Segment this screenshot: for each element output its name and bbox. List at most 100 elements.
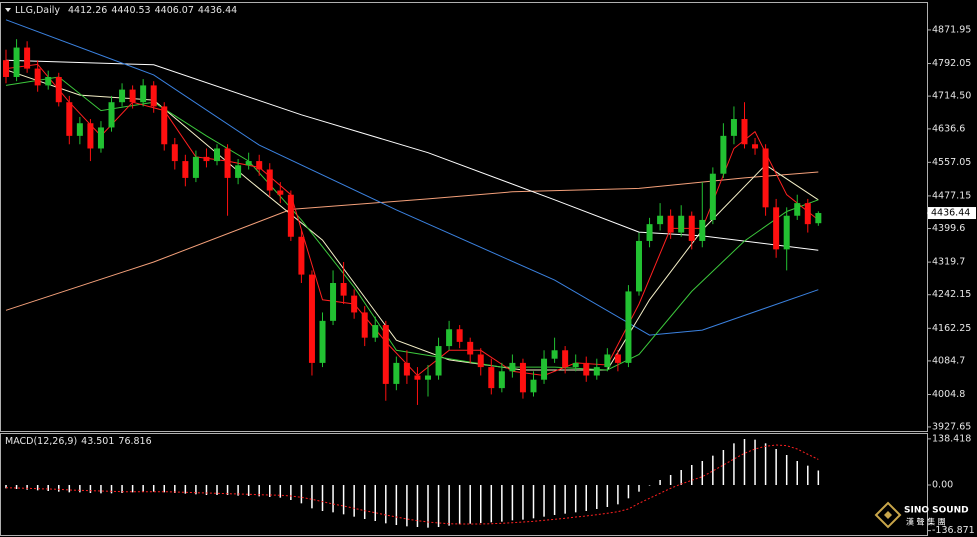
macd-bar: [269, 485, 271, 497]
candle-body: [804, 203, 811, 225]
macd-bar: [427, 485, 429, 528]
candle-body: [635, 240, 642, 292]
candle-body: [235, 165, 242, 178]
candle-body: [382, 325, 389, 384]
candle-body: [741, 119, 748, 145]
macd-bar: [395, 485, 398, 525]
high-value: 4440.53: [111, 5, 150, 16]
macd-bar: [543, 485, 545, 517]
candle-body: [161, 106, 168, 145]
macd-bar: [511, 485, 514, 521]
candle-body: [709, 173, 716, 220]
candle-body: [794, 203, 801, 216]
candle-body: [203, 156, 210, 162]
candle-body: [351, 295, 358, 313]
macd-bar: [247, 485, 250, 496]
macd-bar: [785, 455, 788, 485]
main-frame: [0, 2, 928, 432]
macd-bar: [406, 485, 408, 527]
symbol: LLG,Daily: [15, 5, 60, 16]
macd-bar: [638, 485, 640, 492]
candle-body: [688, 215, 695, 241]
moving-average-line: [5, 171, 819, 311]
candle-body: [425, 375, 432, 380]
macd-header: MACD(12,26,9) 43.501 76.816: [5, 436, 152, 447]
macd-bar: [311, 485, 313, 509]
candle-body: [583, 362, 590, 376]
candle-body: [140, 85, 147, 103]
macd-bar: [195, 485, 197, 495]
candle-body: [730, 119, 737, 136]
macd-bar: [321, 485, 324, 511]
moving-average-line: [5, 76, 819, 371]
macd-bar: [290, 485, 292, 500]
candle-body: [224, 148, 231, 178]
macd-bar: [775, 449, 777, 485]
y-tick-label: 138.418: [932, 433, 971, 444]
y-tick-label: -136.871: [932, 525, 975, 536]
macd-bar: [522, 485, 524, 520]
candle-body: [625, 291, 632, 363]
macd-bar: [5, 485, 7, 489]
candle-body: [76, 123, 83, 136]
macd-bar: [701, 461, 704, 485]
macd-bar: [501, 485, 503, 522]
candle-body: [509, 362, 516, 372]
logo: SINO SOUND 漢 聲 集 團: [874, 501, 969, 529]
macd-bar: [796, 461, 798, 485]
macd-bar: [479, 485, 482, 523]
candle-body: [182, 161, 189, 178]
candle-body: [97, 127, 104, 149]
macd-bar: [374, 485, 377, 521]
candle-body: [277, 190, 284, 195]
candle-body: [403, 362, 410, 376]
macd-bar: [363, 485, 366, 519]
candle-body: [308, 274, 315, 363]
macd-bar: [416, 485, 419, 527]
macd-bar: [669, 475, 672, 485]
macd-bar: [68, 485, 71, 493]
y-tick-label: 4871.95: [932, 24, 971, 35]
price-label-box: [928, 207, 976, 220]
y-tick-label: 3927.65: [932, 421, 971, 432]
chart-header: LLG,Daily 4412.26 4440.53 4406.07 4436.44: [15, 5, 237, 16]
macd-bar: [585, 485, 587, 511]
macd-bar: [690, 465, 693, 485]
macd-bar: [437, 485, 440, 527]
plot-layer: 4871.95 4792.05 4714.50 4636.6 4557.05 4477.1…: [3, 19, 976, 536]
candle-body: [551, 350, 558, 359]
candle-body: [657, 215, 664, 225]
y-tick-label: 4477.15: [932, 190, 971, 201]
candle-body: [129, 89, 136, 103]
macd-bar: [100, 485, 102, 494]
macd-bar: [58, 485, 60, 492]
macd-bar: [131, 485, 134, 493]
macd-bar: [764, 443, 767, 485]
macd-bar: [469, 485, 471, 524]
macd-bar: [205, 485, 208, 495]
macd-bar: [121, 485, 123, 493]
logo-mark: [874, 501, 902, 529]
candle-body: [414, 375, 421, 380]
macd-bar: [807, 465, 809, 485]
candle-body: [446, 329, 453, 347]
menu-arrow[interactable]: [5, 8, 11, 12]
candle-body: [562, 350, 569, 368]
candle-body: [477, 354, 484, 368]
macd-bar: [152, 485, 155, 492]
price-label: 4436.44: [931, 208, 970, 219]
candle-body: [108, 102, 115, 128]
candle-body: [752, 144, 759, 149]
candle-body: [150, 85, 157, 107]
macd-bar: [743, 439, 746, 485]
macd-bar: [733, 443, 735, 485]
candle-body: [330, 283, 337, 321]
signal-value: 76.816: [118, 436, 151, 447]
macd-bar: [385, 485, 387, 524]
y-tick-label: 4714.50: [932, 91, 971, 102]
candle-body: [435, 346, 442, 376]
macd-bar: [89, 485, 92, 493]
y-tick-label: 4792.05: [932, 58, 971, 69]
